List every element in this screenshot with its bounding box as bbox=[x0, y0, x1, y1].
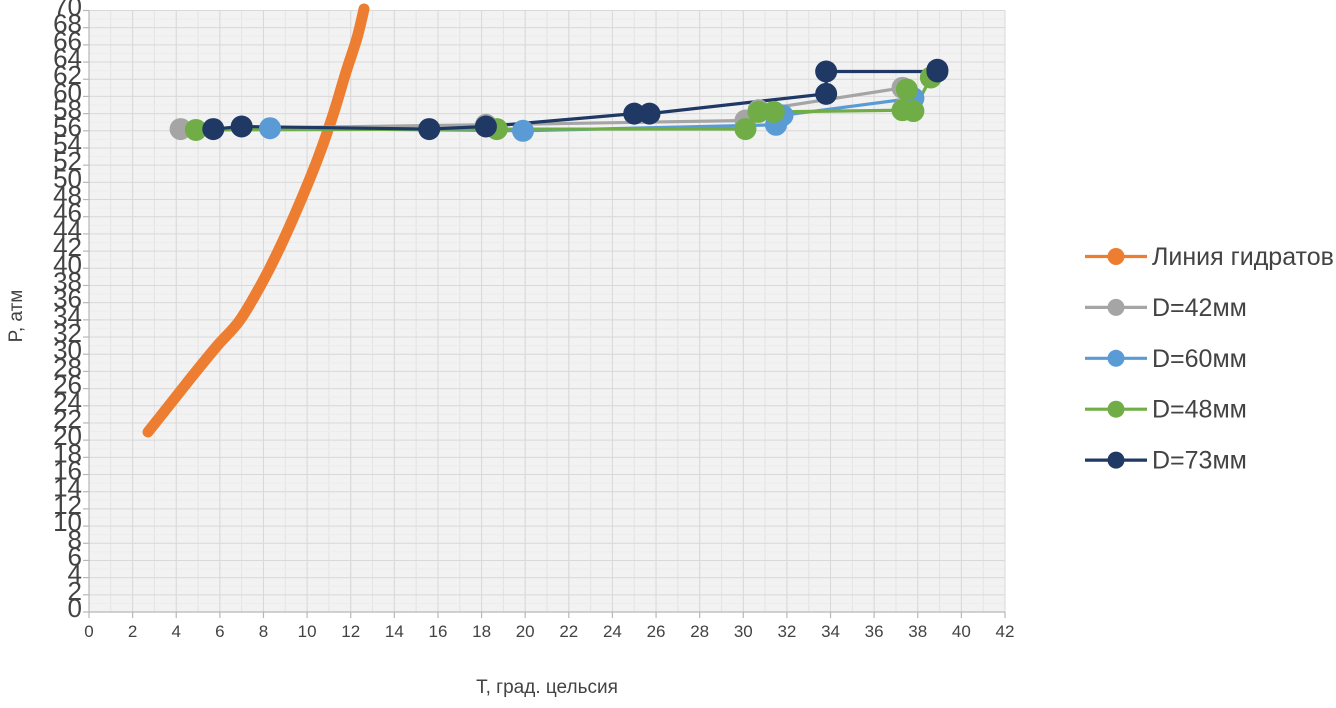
svg-text:0: 0 bbox=[84, 622, 93, 641]
svg-text:T, град. цельсия: T, град. цельсия bbox=[476, 677, 618, 698]
svg-text:40: 40 bbox=[952, 622, 971, 641]
svg-text:36: 36 bbox=[865, 622, 884, 641]
svg-text:18: 18 bbox=[472, 622, 491, 641]
svg-text:26: 26 bbox=[647, 622, 666, 641]
svg-text:6: 6 bbox=[215, 622, 224, 641]
svg-text:Линия гидратов: Линия гидратов bbox=[1152, 243, 1334, 271]
svg-text:20: 20 bbox=[516, 622, 535, 641]
svg-text:28: 28 bbox=[690, 622, 709, 641]
svg-text:38: 38 bbox=[908, 622, 927, 641]
svg-text:D=60мм: D=60мм bbox=[1152, 345, 1247, 373]
svg-text:10: 10 bbox=[298, 622, 317, 641]
svg-text:24: 24 bbox=[603, 622, 622, 641]
svg-text:D=73мм: D=73мм bbox=[1152, 447, 1247, 475]
svg-text:22: 22 bbox=[559, 622, 578, 641]
svg-text:2: 2 bbox=[128, 622, 137, 641]
svg-text:D=48мм: D=48мм bbox=[1152, 396, 1247, 424]
svg-text:34: 34 bbox=[821, 622, 840, 641]
svg-text:14: 14 bbox=[385, 622, 404, 641]
svg-text:12: 12 bbox=[341, 622, 360, 641]
svg-text:16: 16 bbox=[428, 622, 447, 641]
svg-text:8: 8 bbox=[259, 622, 268, 641]
svg-text:42: 42 bbox=[996, 622, 1015, 641]
svg-text:P, атм: P, атм bbox=[6, 290, 27, 343]
svg-text:70: 70 bbox=[53, 0, 82, 22]
svg-text:30: 30 bbox=[734, 622, 753, 641]
svg-text:D=42мм: D=42мм bbox=[1152, 294, 1247, 322]
svg-text:32: 32 bbox=[777, 622, 796, 641]
svg-text:4: 4 bbox=[172, 622, 181, 641]
